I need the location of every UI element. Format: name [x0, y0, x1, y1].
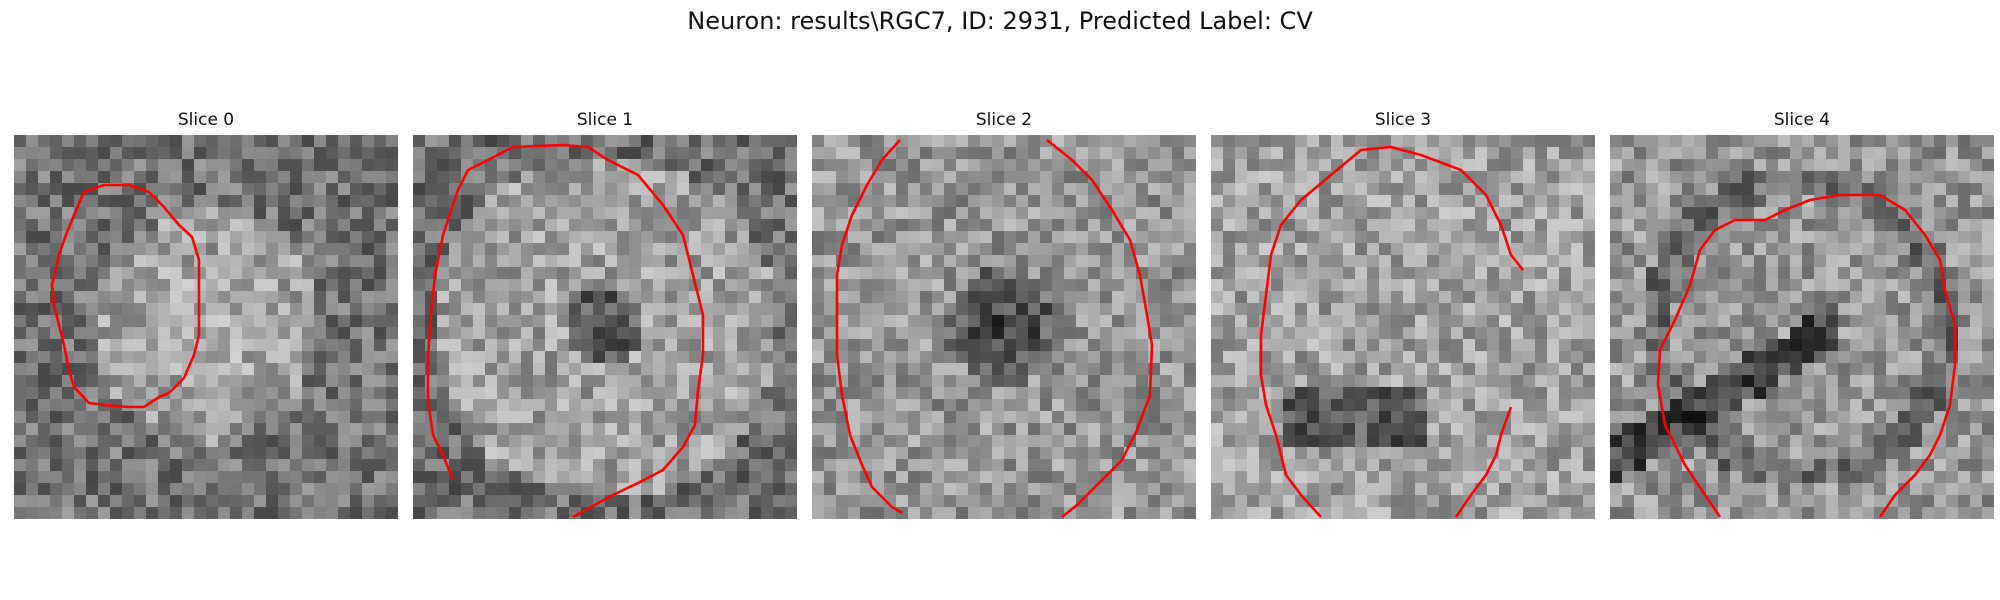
figure-title: Neuron: results\RGC7, ID: 2931, Predicte… — [687, 7, 1313, 35]
slice-image — [14, 135, 398, 519]
slice-image — [1211, 135, 1595, 519]
contour-line — [50, 183, 201, 409]
contour-line — [1046, 138, 1154, 519]
slice-panel-1: Slice 1 — [413, 108, 797, 519]
slice-title: Slice 4 — [1773, 110, 1831, 130]
slice-image — [812, 135, 1196, 519]
slice-title: Slice 0 — [177, 110, 235, 130]
contour-line — [1454, 406, 1513, 518]
slice-panel-0: Slice 0 — [14, 108, 398, 519]
slice-title: Slice 1 — [576, 110, 634, 130]
slice-panel-2: Slice 2 — [812, 108, 1196, 519]
slice-title: Slice 3 — [1374, 110, 1432, 130]
slice-image — [413, 135, 797, 519]
contour-line — [1656, 193, 1957, 518]
slice-panel-3: Slice 3 — [1211, 108, 1595, 519]
contour-line — [1259, 145, 1525, 518]
contour-line — [426, 143, 705, 519]
contour-line — [835, 139, 903, 515]
slice-title: Slice 2 — [975, 110, 1033, 130]
slice-image — [1610, 135, 1994, 519]
slice-panel-4: Slice 4 — [1610, 108, 1994, 519]
